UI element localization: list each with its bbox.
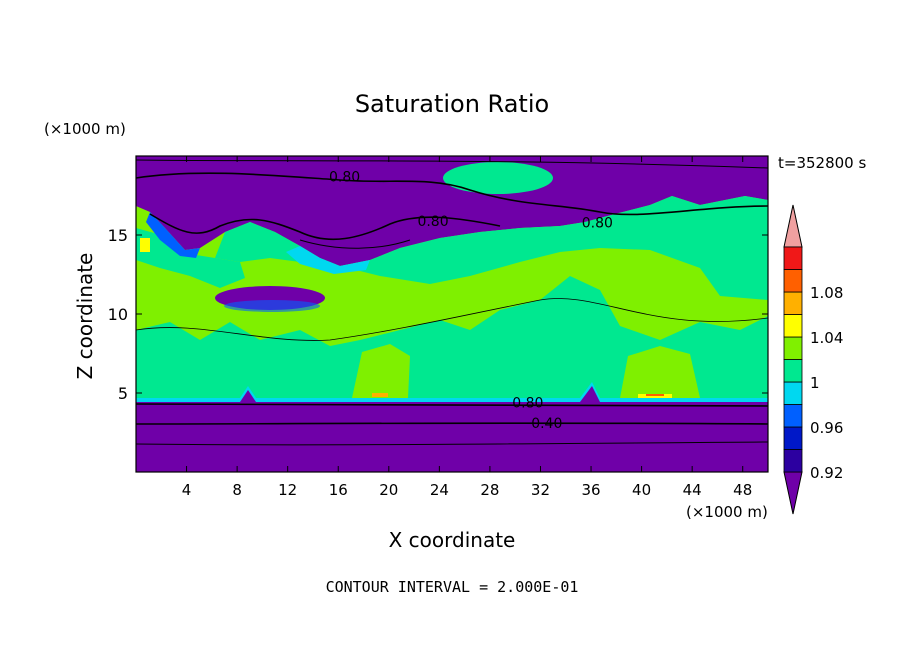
x-tick-label: 44 — [683, 481, 702, 499]
colorbar-swatch — [783, 291, 803, 315]
contour-field — [136, 156, 768, 472]
upper-left-blue-edge — [146, 212, 200, 258]
x-tick-label: 36 — [581, 481, 600, 499]
lower-cyan-band — [136, 382, 768, 404]
upper-dry-layer — [136, 156, 768, 266]
warm-speck — [646, 394, 664, 396]
colorbar-tick-label: 1.08 — [810, 284, 843, 302]
contour-label: 0.80 — [512, 395, 543, 411]
y-unit-label: (×1000 m) — [44, 120, 126, 138]
chart-title: Saturation Ratio — [355, 90, 549, 118]
colorbar-tick-label: 1.04 — [810, 329, 843, 347]
colorbar-under-triangle — [783, 471, 803, 515]
colorbar-over-triangle — [783, 204, 803, 248]
contour-label: 0.40 — [531, 416, 562, 432]
contour-label: 0.80 — [417, 214, 448, 230]
lower-dry-layer — [136, 386, 768, 472]
x-tick-label: 48 — [733, 481, 752, 499]
mid-moist-blob — [136, 276, 768, 398]
y-axis: 5 10 15 — [108, 226, 768, 403]
dry-patch-top — [443, 162, 553, 194]
colorbar-swatch — [783, 359, 803, 383]
warm-speck — [372, 393, 388, 397]
upper-moist-band — [215, 196, 768, 300]
time-label: t=352800 s — [778, 154, 866, 172]
contour-label: 0.80 — [582, 215, 613, 231]
warm-speck — [140, 238, 150, 252]
y-axis-title: Z coordinate — [73, 253, 97, 380]
colorbar-swatch — [783, 381, 803, 405]
contour-line — [136, 298, 768, 341]
colorbar-swatch — [783, 426, 803, 450]
contour-line — [149, 213, 501, 241]
colorbar-swatch — [783, 336, 803, 360]
colorbar-tick-label: 0.96 — [810, 419, 843, 437]
x-tick-label: 28 — [480, 481, 499, 499]
colorbar-tick-label: 0.92 — [810, 464, 843, 482]
x-axis-title: X coordinate — [389, 528, 516, 552]
contour-line — [136, 159, 768, 169]
colorbar-swatch — [783, 449, 803, 473]
contour-label: 0.80 — [329, 170, 360, 186]
contour-line — [136, 172, 768, 216]
contour-labels: 0.80 0.80 0.80 0.80 0.40 — [329, 170, 613, 432]
contour-line — [299, 239, 411, 249]
x-tick-label: 4 — [182, 481, 192, 499]
y-tick-label: 5 — [118, 384, 128, 403]
x-unit-label: (×1000 m) — [686, 503, 768, 521]
y-tick-label: 10 — [108, 305, 128, 324]
contour-interval-footer: CONTOUR INTERVAL = 2.000E-01 — [326, 578, 579, 596]
contour-line — [136, 441, 768, 446]
contour-line — [136, 403, 768, 407]
mid-green-patch-2 — [620, 346, 700, 398]
colorbar-swatch — [783, 404, 803, 428]
x-tick-label: 20 — [379, 481, 398, 499]
x-tick-label: 8 — [232, 481, 242, 499]
x-axis: 4 8 12 16 20 24 28 32 36 40 44 48 — [182, 156, 752, 499]
y-tick-label: 15 — [108, 226, 128, 245]
colorbar-swatch — [783, 269, 803, 293]
x-tick-label: 32 — [531, 481, 550, 499]
colorbar-tick-label: 1 — [810, 374, 820, 392]
dry-tongue-edge — [224, 300, 320, 312]
upper-cyan-edge — [286, 246, 370, 274]
x-tick-label: 40 — [632, 481, 651, 499]
x-tick-label: 24 — [430, 481, 449, 499]
x-tick-label: 16 — [329, 481, 348, 499]
colorbar: 1.08 1.04 1 0.96 0.92 — [783, 204, 843, 515]
x-tick-label: 12 — [278, 481, 297, 499]
mid-green-patch — [352, 344, 410, 398]
colorbar-swatch — [783, 246, 803, 270]
upper-left-moist-band — [136, 228, 245, 288]
contour-line — [136, 422, 768, 425]
contour-lines — [136, 159, 768, 446]
colorbar-swatch — [783, 314, 803, 338]
